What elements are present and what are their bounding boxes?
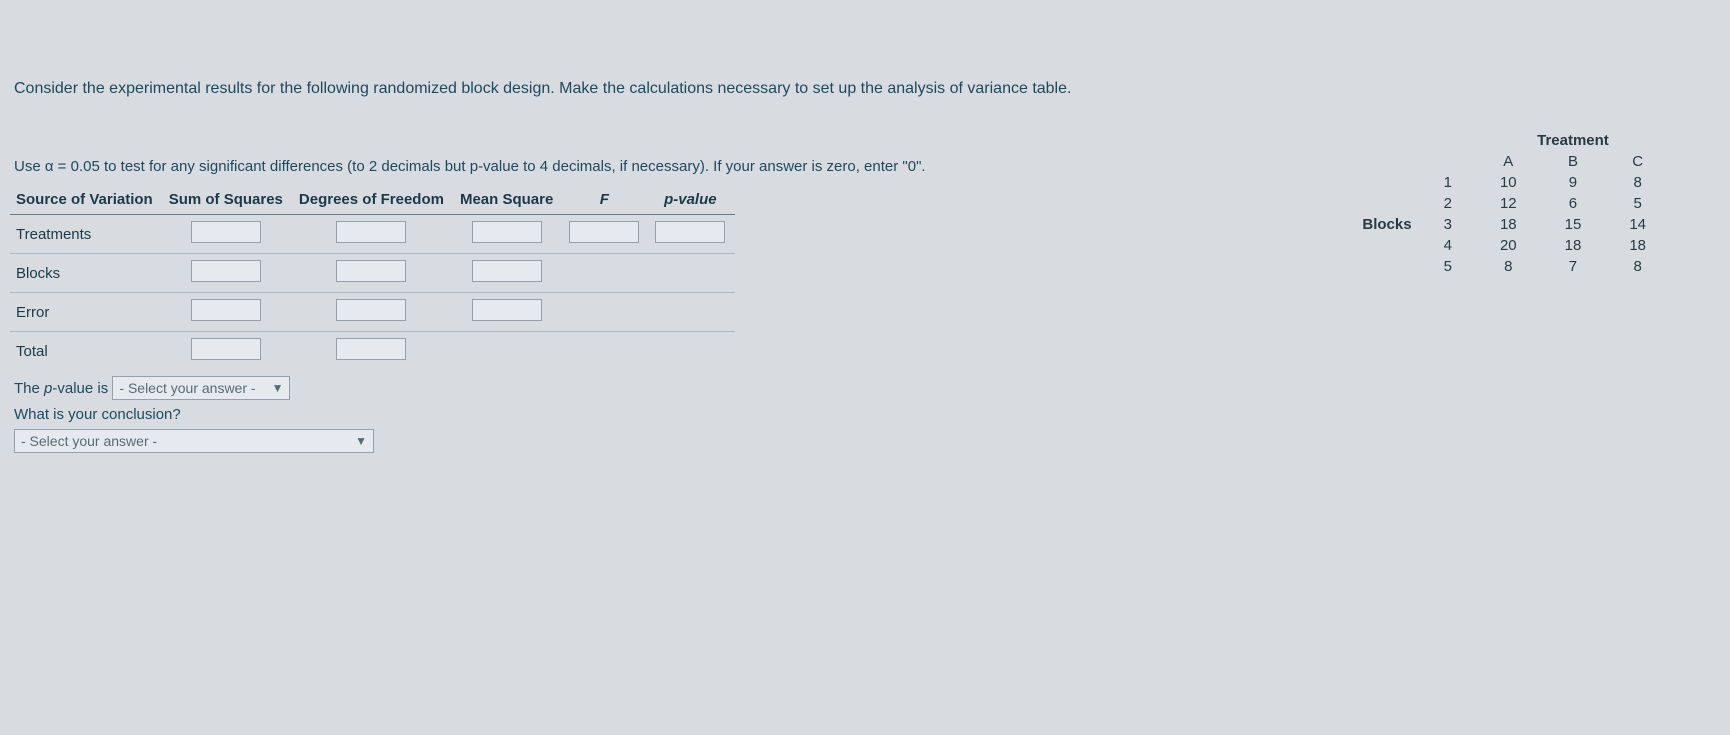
anova-header: Degrees of Freedom (293, 185, 454, 215)
row-header-1: 1 (1420, 172, 1476, 193)
row-header-3: 3 (1420, 214, 1476, 235)
anova-input[interactable] (191, 221, 261, 243)
anova-input[interactable] (336, 338, 406, 360)
anova-input[interactable] (191, 299, 261, 321)
anova-header: Source of Variation (10, 185, 163, 215)
anova-header: F (563, 185, 649, 215)
row-header-5: 5 (1420, 256, 1476, 277)
pvalue-row: The p-value is - Select your answer - ▼ (10, 376, 1720, 400)
cell: 15 (1541, 214, 1606, 235)
col-header-c: C (1605, 151, 1670, 172)
chevron-down-icon: ▼ (355, 434, 367, 448)
question-text: Consider the experimental results for th… (10, 80, 1720, 98)
anova-input[interactable] (472, 221, 542, 243)
anova-header: Mean Square (454, 185, 563, 215)
cell: 12 (1476, 193, 1541, 214)
pvalue-label: The p-value is (14, 380, 108, 397)
blocks-label: Blocks (1338, 214, 1419, 235)
anova-row-label: Error (10, 293, 163, 332)
chevron-down-icon: ▼ (272, 381, 284, 395)
cell: 6 (1541, 193, 1606, 214)
col-header-b: B (1541, 151, 1606, 172)
anova-header: p-value (649, 185, 735, 215)
anova-input[interactable] (336, 299, 406, 321)
cell: 8 (1476, 256, 1541, 277)
cell: 18 (1541, 235, 1606, 256)
row-header-2: 2 (1420, 193, 1476, 214)
anova-header: Sum of Squares (163, 185, 293, 215)
row-header-4: 4 (1420, 235, 1476, 256)
cell: 18 (1605, 235, 1670, 256)
col-header-a: A (1476, 151, 1541, 172)
conclusion-question: What is your conclusion? (10, 406, 1720, 423)
data-table: Treatment A B C 1 10 9 8 2 12 6 5 Blocks… (1338, 130, 1670, 277)
anova-input[interactable] (336, 260, 406, 282)
cell: 18 (1476, 214, 1541, 235)
anova-input[interactable] (569, 221, 639, 243)
anova-table: Source of Variation Sum of Squares Degre… (10, 185, 735, 370)
cell: 10 (1476, 172, 1541, 193)
anova-input[interactable] (191, 338, 261, 360)
cell: 9 (1541, 172, 1606, 193)
cell: 7 (1541, 256, 1606, 277)
cell: 5 (1605, 193, 1670, 214)
cell: 20 (1476, 235, 1541, 256)
cell: 8 (1605, 256, 1670, 277)
anova-row-label: Treatments (10, 215, 163, 254)
anova-input[interactable] (472, 299, 542, 321)
treatment-header: Treatment (1476, 130, 1670, 151)
anova-input[interactable] (655, 221, 725, 243)
cell: 8 (1605, 172, 1670, 193)
anova-input[interactable] (472, 260, 542, 282)
pvalue-select[interactable]: - Select your answer - ▼ (112, 376, 290, 400)
anova-input[interactable] (336, 221, 406, 243)
anova-row-label: Total (10, 332, 163, 371)
anova-row-label: Blocks (10, 254, 163, 293)
anova-input[interactable] (191, 260, 261, 282)
cell: 14 (1605, 214, 1670, 235)
conclusion-select[interactable]: - Select your answer - ▼ (14, 429, 374, 453)
